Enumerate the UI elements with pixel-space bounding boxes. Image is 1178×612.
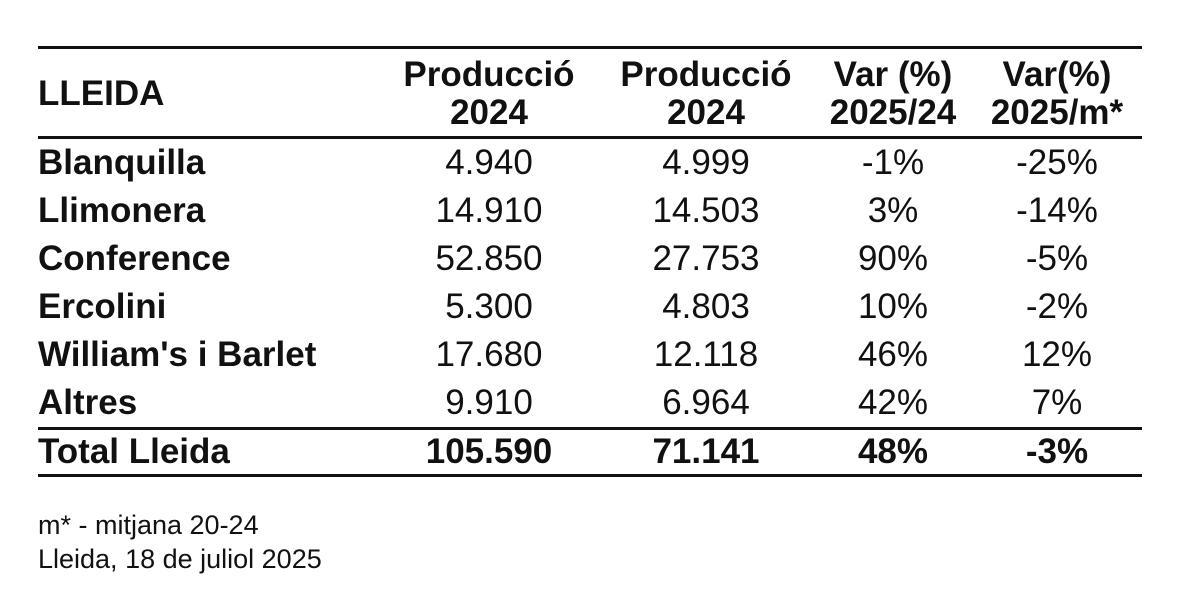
- row-production-2: 27.753: [652, 239, 760, 278]
- production-table-container: LLEIDA Producció 2024 Producció 2024 Var…: [38, 46, 1142, 477]
- header-var-avg: Var(%) 2025/m*: [972, 48, 1142, 138]
- table-row: Ercolini 5.300 4.803 10% -2%: [38, 283, 1142, 331]
- row-variety: Llimonera: [38, 191, 206, 230]
- header-var-avg-line1: Var(%): [1002, 55, 1112, 94]
- row-production-2: 4.999: [662, 143, 750, 182]
- row-variety: William's i Barlet: [38, 335, 317, 374]
- header-production-2-line1: Producció: [620, 55, 792, 94]
- row-production-2: 14.503: [652, 191, 760, 230]
- row-var-avg: -5%: [1025, 239, 1089, 278]
- total-row: Total Lleida 105.590 71.141 48% -3%: [38, 428, 1142, 476]
- row-production-1: 5.300: [445, 287, 533, 326]
- row-var-avg: -25%: [1016, 143, 1098, 182]
- table-header: LLEIDA Producció 2024 Producció 2024 Var…: [38, 47, 1142, 138]
- row-var-yoy: 42%: [857, 383, 929, 422]
- total-production-1: 105.590: [425, 432, 553, 471]
- header-production-1-line1: Producció: [403, 55, 575, 94]
- table-row: William's i Barlet 17.680 12.118 46% 12%: [38, 331, 1142, 379]
- row-production-1: 52.850: [435, 239, 543, 278]
- header-var-yoy-line1: Var (%): [833, 55, 953, 94]
- row-variety: Altres: [38, 383, 138, 422]
- header-production-2-line2: 2024: [667, 93, 745, 132]
- header-production-1: Producció 2024: [380, 48, 598, 138]
- total-var-yoy: 48%: [857, 432, 929, 471]
- row-production-2: 4.803: [662, 287, 750, 326]
- row-variety: Ercolini: [38, 287, 167, 326]
- row-production-1: 14.910: [435, 191, 543, 230]
- total-var-avg: -3%: [1025, 432, 1089, 471]
- row-var-yoy: -1%: [861, 143, 925, 182]
- header-var-avg-line2: 2025/m*: [990, 93, 1124, 132]
- row-production-2: 12.118: [653, 335, 759, 374]
- row-var-avg: 12%: [1021, 335, 1093, 374]
- header-row: LLEIDA Producció 2024 Producció 2024 Var…: [38, 47, 1142, 138]
- table-row: Altres 9.910 6.964 42% 7%: [38, 379, 1142, 429]
- table-row: Conference 52.850 27.753 90% -5%: [38, 235, 1142, 283]
- header-region-label: LLEIDA: [38, 74, 165, 113]
- row-var-yoy: 46%: [857, 335, 929, 374]
- row-production-2: 6.964: [662, 383, 750, 422]
- row-variety: Blanquilla: [38, 143, 206, 182]
- header-production-2: Producció 2024: [598, 48, 814, 138]
- header-var-yoy: Var (%) 2025/24: [814, 48, 972, 138]
- row-var-yoy: 3%: [867, 191, 919, 230]
- total-label: Total Lleida: [38, 432, 230, 471]
- header-region: LLEIDA: [38, 48, 380, 138]
- table-notes: m* - mitjana 20-24 Lleida, 18 de juliol …: [38, 508, 322, 576]
- dateline: Lleida, 18 de juliol 2025: [38, 544, 322, 574]
- table-row: Llimonera 14.910 14.503 3% -14%: [38, 187, 1142, 235]
- footnote: m* - mitjana 20-24: [38, 510, 259, 540]
- row-production-1: 4.940: [445, 143, 533, 182]
- row-production-1: 9.910: [445, 383, 533, 422]
- row-production-1: 17.680: [435, 335, 543, 374]
- row-variety: Conference: [38, 239, 231, 278]
- total-production-2: 71.141: [652, 432, 760, 471]
- header-production-1-line2: 2024: [450, 93, 528, 132]
- production-table: LLEIDA Producció 2024 Producció 2024 Var…: [38, 46, 1142, 477]
- row-var-avg: 7%: [1031, 383, 1083, 422]
- header-var-yoy-line2: 2025/24: [829, 93, 957, 132]
- table-row: Blanquilla 4.940 4.999 -1% -25%: [38, 138, 1142, 188]
- row-var-avg: -2%: [1025, 287, 1089, 326]
- row-var-avg: -14%: [1016, 191, 1098, 230]
- row-var-yoy: 10%: [857, 287, 929, 326]
- table-body: Blanquilla 4.940 4.999 -1% -25% Llimoner…: [38, 138, 1142, 476]
- row-var-yoy: 90%: [857, 239, 929, 278]
